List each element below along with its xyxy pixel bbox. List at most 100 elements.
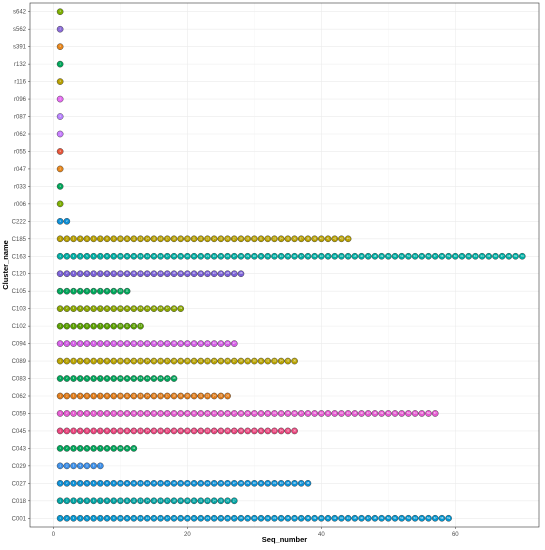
data-point (418, 252, 426, 260)
data-point-label: 1 (59, 446, 61, 450)
data-point (170, 235, 178, 243)
data-point-label: 9 (113, 498, 115, 502)
data-point (70, 305, 77, 312)
data-point-label: 8 (106, 359, 108, 363)
data-point-label: 39 (313, 254, 316, 258)
data-point (163, 357, 171, 365)
data-point (90, 410, 97, 417)
data-point (244, 235, 251, 243)
data-point-label: 4 (80, 411, 82, 415)
data-point-label: 6 (93, 376, 95, 380)
data-point-label: 24 (213, 411, 216, 415)
data-point-label: 15 (152, 516, 155, 520)
x-tick-label: 0 (52, 532, 56, 538)
data-point-label: 45 (353, 254, 356, 258)
data-point-label: 13 (139, 376, 142, 380)
data-point-label: 1 (59, 376, 61, 380)
data-point-label: 13 (139, 324, 142, 328)
data-point-label: 31 (260, 481, 263, 485)
data-point-label: 44 (347, 516, 350, 520)
data-point (251, 427, 258, 435)
data-point (83, 287, 91, 295)
data-point (177, 340, 185, 347)
data-point (96, 392, 104, 400)
data-point (204, 514, 211, 522)
y-tick-label: C029 (12, 464, 27, 470)
data-point-label: 4 (80, 516, 82, 520)
data-point (271, 514, 278, 522)
data-point-label: 1 (59, 79, 61, 83)
data-point-label: 6 (93, 341, 95, 345)
y-tick-label: r116 (14, 80, 26, 86)
series-C094: 1 2 3 4 5 6 7 8 9 10 11 12 13 14 15 16 17 18 19 20 21 22 23 24 2… (56, 340, 238, 347)
data-point (184, 480, 191, 487)
data-point (177, 305, 185, 312)
data-point-label: 18 (173, 376, 176, 380)
data-point (264, 252, 272, 260)
data-point (210, 392, 218, 400)
data-point (103, 305, 111, 312)
data-point-label: 35 (286, 516, 289, 520)
data-point-label: 13 (139, 271, 142, 275)
data-point (331, 235, 339, 243)
data-point-label: 42 (333, 516, 336, 520)
data-point (157, 235, 164, 243)
data-point-label: 17 (166, 516, 169, 520)
data-point (96, 305, 104, 312)
data-point (251, 252, 258, 260)
data-point (344, 514, 352, 522)
data-point (96, 235, 104, 243)
data-point-label: 4 (80, 498, 82, 502)
data-point-label: 5 (86, 324, 88, 328)
data-point-label: 16 (159, 341, 162, 345)
data-point (277, 357, 285, 365)
data-point-label: 1 (59, 271, 61, 275)
data-point-label: 1 (59, 62, 61, 66)
data-point (157, 252, 164, 260)
data-point-label: 9 (113, 341, 115, 345)
data-point-label: 5 (86, 446, 88, 450)
data-point (230, 252, 238, 260)
data-point-label: 1 (59, 498, 61, 502)
data-point-label: 48 (373, 411, 376, 415)
data-point-label: 26 (226, 481, 229, 485)
data-point (485, 252, 493, 260)
data-point (230, 514, 238, 522)
data-point-label: 35 (286, 254, 289, 258)
data-point-label: 34 (280, 411, 283, 415)
data-point-label: 3 (73, 411, 75, 415)
data-point-label: 40 (320, 411, 323, 415)
data-point-label: 56 (427, 411, 430, 415)
data-point-label: 7 (100, 236, 102, 240)
data-point (244, 514, 251, 522)
data-point-label: 18 (173, 411, 176, 415)
data-point-label: 10 (119, 359, 122, 363)
data-point-label: 57 (434, 254, 437, 258)
data-point-label: 18 (173, 498, 176, 502)
data-point (190, 340, 198, 347)
y-tick-label: C103 (12, 307, 27, 313)
x-tick-label: 40 (318, 532, 325, 538)
data-point-label: 12 (132, 498, 135, 502)
data-point-label: 26 (226, 516, 229, 520)
data-point-label: 28 (240, 411, 243, 415)
data-point-label: 23 (206, 254, 209, 258)
y-tick-label: s642 (13, 10, 27, 16)
data-point-label: 9 (113, 481, 115, 485)
data-point-label: 11 (126, 254, 129, 258)
data-point-label: 66 (494, 254, 497, 258)
data-point-label: 6 (93, 271, 95, 275)
data-point (56, 305, 64, 312)
data-point (378, 252, 385, 260)
data-point (103, 357, 111, 365)
y-axis-ticks: s642 s562 s391 r132 r116 r096 r087 r062 r055 r047… (12, 10, 30, 522)
data-point (90, 340, 97, 347)
data-point-label: 3 (73, 306, 75, 310)
data-point-label: 2 (66, 498, 68, 502)
data-point (297, 410, 305, 417)
data-point (103, 410, 111, 417)
data-point-label: 17 (166, 236, 169, 240)
data-point (264, 480, 272, 487)
data-point (210, 270, 218, 278)
data-point-label: 30 (253, 236, 256, 240)
